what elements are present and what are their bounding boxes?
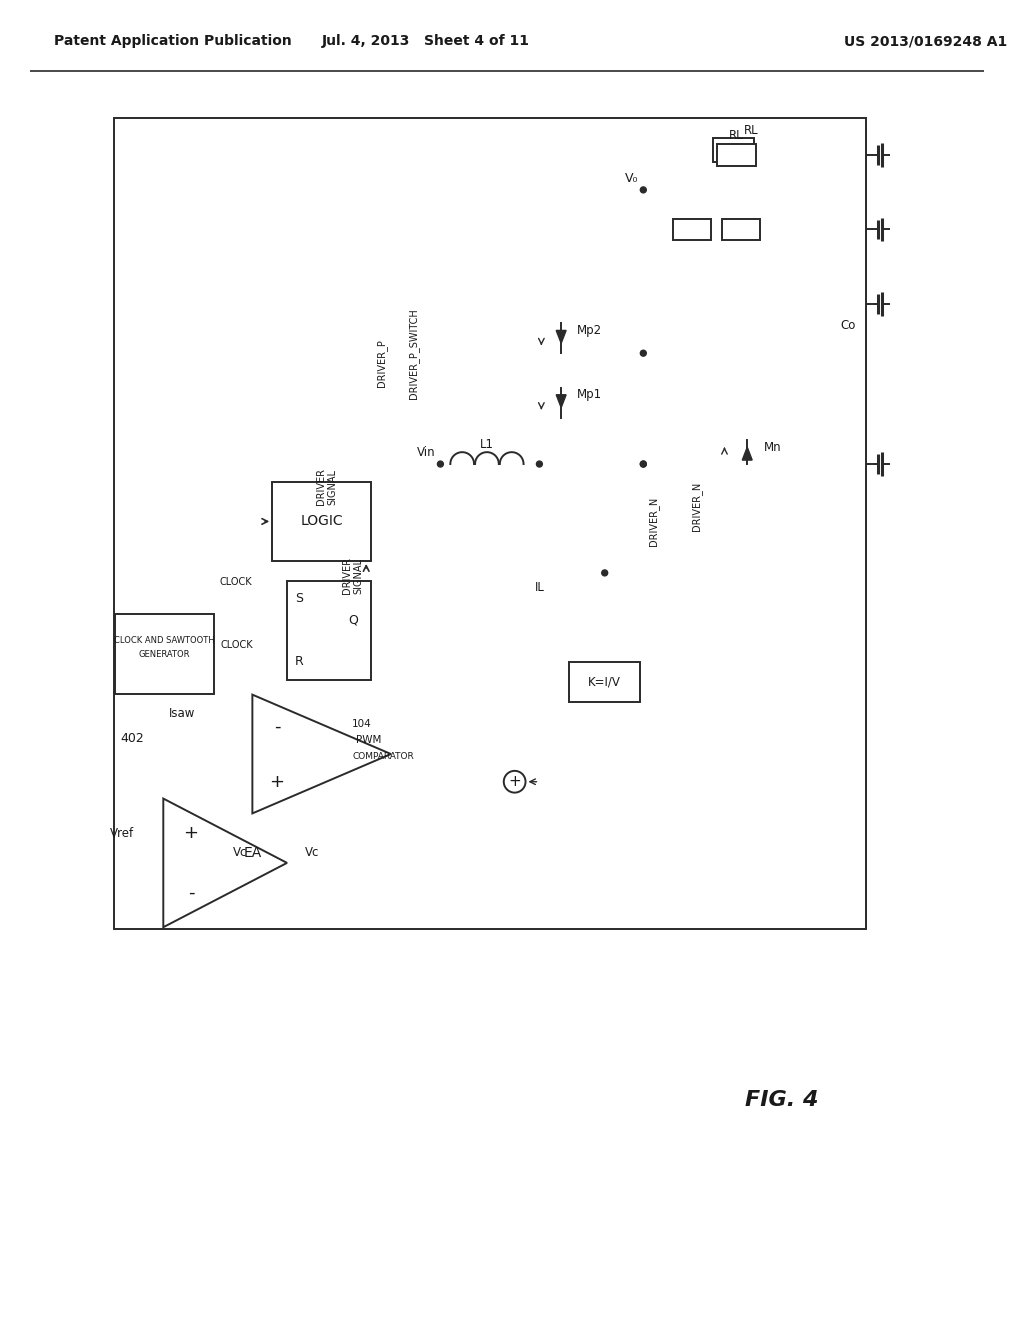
Text: DRIVER
SIGNAL: DRIVER SIGNAL xyxy=(315,469,337,506)
Bar xyxy=(272,482,371,561)
Text: RL: RL xyxy=(743,124,759,137)
Text: DRIVER_P: DRIVER_P xyxy=(377,339,387,387)
Text: EA: EA xyxy=(244,846,261,861)
Bar xyxy=(713,139,754,162)
Text: GENERATOR: GENERATOR xyxy=(138,649,190,659)
Text: Co: Co xyxy=(841,319,856,331)
Polygon shape xyxy=(556,395,566,408)
Circle shape xyxy=(640,187,646,193)
Text: US 2013/0169248 A1: US 2013/0169248 A1 xyxy=(844,34,1007,49)
Text: -: - xyxy=(187,883,195,902)
Circle shape xyxy=(537,461,543,467)
Text: Isaw: Isaw xyxy=(169,708,196,719)
Bar xyxy=(569,661,640,701)
Text: Mp2: Mp2 xyxy=(577,323,602,337)
Text: 104: 104 xyxy=(351,719,371,730)
Text: Vc: Vc xyxy=(305,846,319,859)
Text: DRIVER_P_SWITCH: DRIVER_P_SWITCH xyxy=(409,308,419,399)
Text: IL: IL xyxy=(535,581,545,594)
Text: 402: 402 xyxy=(121,731,144,744)
Text: DRIVER_N: DRIVER_N xyxy=(648,496,658,546)
Polygon shape xyxy=(556,330,566,343)
Text: Patent Application Publication: Patent Application Publication xyxy=(54,34,292,49)
Text: DRIVER_N: DRIVER_N xyxy=(691,482,702,531)
Text: PWM: PWM xyxy=(356,735,382,746)
Text: Vin: Vin xyxy=(417,446,435,458)
Text: +: + xyxy=(269,772,285,791)
Circle shape xyxy=(437,461,443,467)
Text: S: S xyxy=(295,593,303,605)
Circle shape xyxy=(640,461,646,467)
Text: R: R xyxy=(295,656,303,668)
Text: Mp1: Mp1 xyxy=(577,388,602,401)
Text: L1: L1 xyxy=(480,438,494,450)
Bar xyxy=(287,581,371,680)
Bar xyxy=(673,219,711,240)
Circle shape xyxy=(602,570,607,576)
Text: CLOCK AND SAWTOOTH: CLOCK AND SAWTOOTH xyxy=(114,636,215,644)
Circle shape xyxy=(504,771,525,792)
Bar xyxy=(723,219,760,240)
Polygon shape xyxy=(252,694,391,813)
Text: DRIVER
SIGNAL: DRIVER SIGNAL xyxy=(342,557,364,594)
Polygon shape xyxy=(742,447,753,461)
Text: K=I/V: K=I/V xyxy=(588,676,622,688)
Text: Q: Q xyxy=(348,614,358,627)
Text: V₀: V₀ xyxy=(625,172,638,185)
Text: LOGIC: LOGIC xyxy=(300,515,343,528)
Text: CLOCK: CLOCK xyxy=(220,577,252,587)
Text: +: + xyxy=(183,824,199,842)
Text: +: + xyxy=(508,775,521,789)
Polygon shape xyxy=(163,799,287,927)
Text: COMPARATOR: COMPARATOR xyxy=(352,751,414,760)
Bar xyxy=(717,144,756,166)
Text: Vc: Vc xyxy=(232,846,247,859)
Text: Jul. 4, 2013   Sheet 4 of 11: Jul. 4, 2013 Sheet 4 of 11 xyxy=(322,34,529,49)
Circle shape xyxy=(640,461,646,467)
Text: Vref: Vref xyxy=(110,826,133,840)
Text: CLOCK: CLOCK xyxy=(221,640,253,651)
Text: FIG. 4: FIG. 4 xyxy=(745,1090,818,1110)
Bar xyxy=(115,615,214,693)
Circle shape xyxy=(640,350,646,356)
Text: -: - xyxy=(273,717,281,735)
Text: 400: 400 xyxy=(127,445,156,459)
Text: Mn: Mn xyxy=(764,441,781,454)
Text: RL: RL xyxy=(729,129,743,143)
Bar xyxy=(114,117,866,929)
